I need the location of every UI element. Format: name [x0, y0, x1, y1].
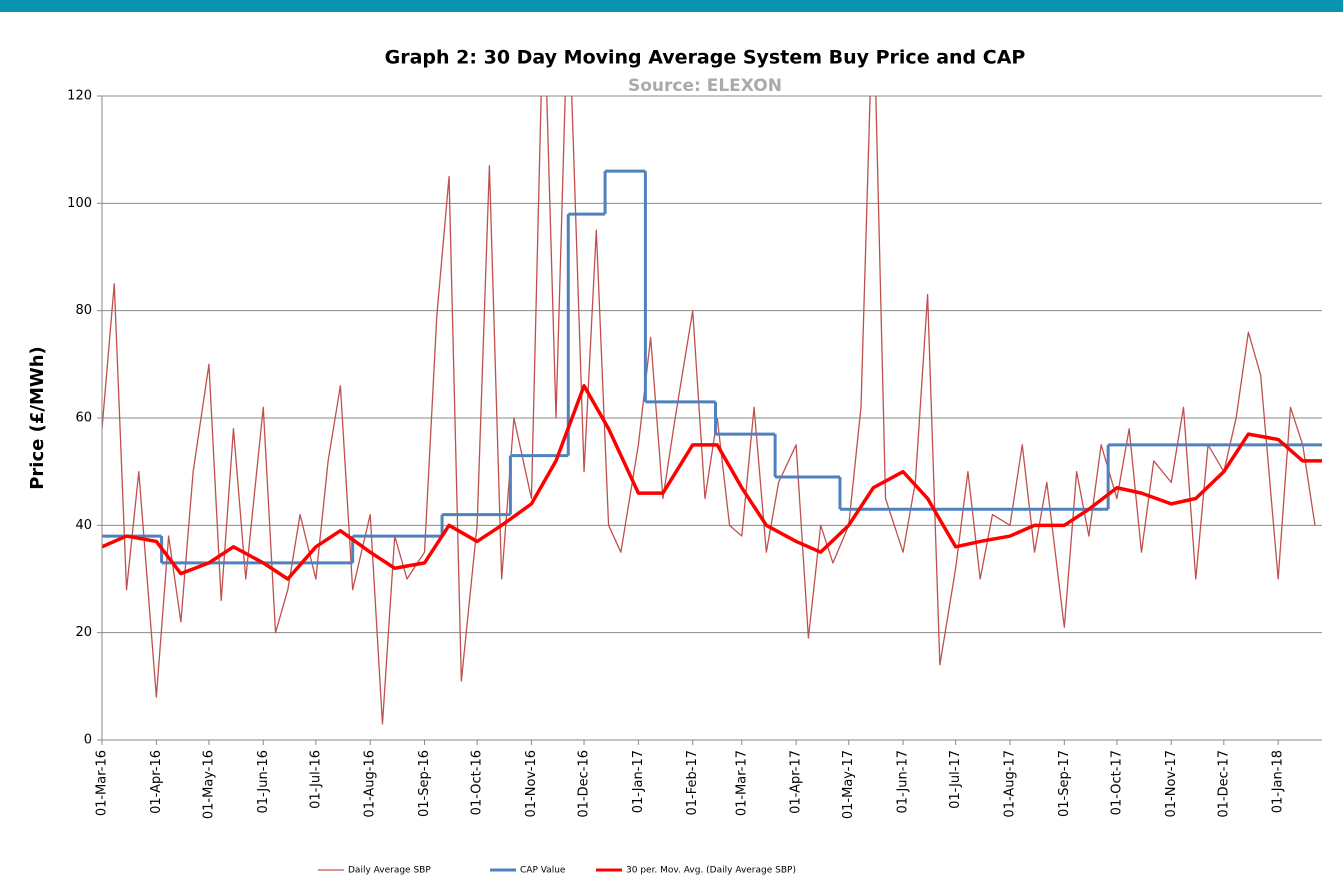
legend-label: 30 per. Mov. Avg. (Daily Average SBP) [626, 866, 796, 876]
plot-area [102, 96, 1322, 725]
y-tick-label: 120 [67, 89, 92, 104]
x-tick-label: 01-Aug-17 [1002, 750, 1017, 818]
x-tick-label: 01-Jul-17 [948, 750, 963, 809]
x-tick-label: 01-Oct-17 [1109, 750, 1124, 815]
x-tick-label: 01-Apr-16 [149, 750, 164, 814]
chart-subtitle: Source: ELEXON [628, 76, 782, 96]
x-tick-label: 01-May-16 [201, 750, 216, 819]
x-tick-label: 01-Jul-16 [308, 750, 323, 809]
y-axis-label: Price (£/MWh) [27, 346, 48, 490]
x-tick-label: 01-Aug-16 [363, 750, 378, 818]
x-tick-label: 01-Jan-18 [1271, 750, 1286, 813]
y-tick-label: 60 [75, 411, 92, 426]
y-tick-label: 80 [75, 303, 92, 318]
y-tick-label: 20 [75, 625, 92, 640]
x-tick-label: 01-Jun-16 [256, 750, 271, 814]
x-tick-label: 01-Sep-16 [417, 750, 432, 817]
x-tick-label: 01-Feb-17 [685, 750, 700, 815]
x-tick-label: 01-Nov-16 [524, 750, 539, 818]
x-tick-label: 01-Mar-17 [734, 750, 749, 816]
axes: 0 20 40 60 80 100 120 01-Mar-16 01-Apr-16 01-May-… [67, 89, 1322, 819]
x-tick-label: 01-Nov-17 [1164, 750, 1179, 818]
x-tick-label: 01-May-17 [841, 750, 856, 819]
legend-label: CAP Value [520, 866, 566, 876]
x-tick-label: 01-Oct-16 [470, 750, 485, 815]
x-tick-label: 01-Jun-17 [896, 750, 911, 814]
x-tick-label: 01-Sep-17 [1057, 750, 1072, 817]
y-tick-label: 100 [67, 196, 92, 211]
y-tick-label: 0 [84, 733, 92, 748]
x-tick-label: 01-Mar-16 [95, 750, 110, 816]
x-tick-label: 01-Jan-17 [631, 750, 646, 813]
x-tick-label: 01-Dec-16 [577, 750, 592, 818]
grid [102, 95, 1322, 741]
header-bar [0, 0, 1343, 12]
series-line [102, 96, 1316, 725]
y-tick-label: 40 [75, 518, 92, 533]
legend: Daily Average SBP CAP Value 30 per. Mov. A… [318, 866, 796, 876]
x-tick-label: 01-Dec-17 [1216, 750, 1231, 818]
x-tick-label: 01-Apr-17 [789, 750, 804, 814]
legend-label: Daily Average SBP [348, 866, 431, 876]
chart-title: Graph 2: 30 Day Moving Average System Bu… [385, 47, 1026, 69]
series-line [102, 384, 1322, 581]
